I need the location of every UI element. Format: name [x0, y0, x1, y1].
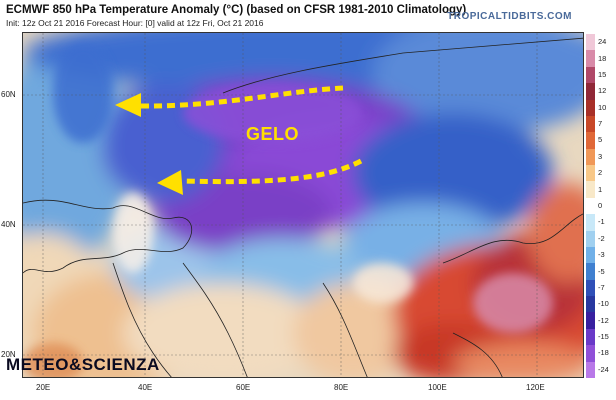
lon-label-60e: 60E — [236, 383, 251, 392]
colorbar-label: -10 — [598, 299, 609, 309]
brand-label: TROPICALTIDBITS.COM — [447, 11, 572, 22]
colorbar-swatch — [586, 230, 595, 247]
colorbar-label: -12 — [598, 315, 609, 325]
colorbar-label: -1 — [598, 217, 605, 227]
colorbar-swatch — [586, 83, 595, 100]
colorbar-swatch — [586, 361, 595, 378]
colorbar-label: -15 — [598, 332, 609, 342]
colorbar-swatch — [586, 214, 595, 231]
colorbar-swatch — [586, 312, 595, 329]
colorbar-swatch — [586, 50, 595, 67]
colorbar-swatch — [586, 132, 595, 149]
colorbar-label: 18 — [598, 53, 607, 63]
colorbar-swatch — [586, 66, 595, 84]
colorbar-swatch — [586, 279, 595, 296]
colorbar-swatch — [586, 148, 595, 165]
colorbar-label: 2 — [598, 168, 603, 178]
lon-label-20e: 20E — [36, 383, 51, 392]
lon-label-40e: 40E — [138, 383, 153, 392]
colorbar-label: -7 — [598, 282, 605, 292]
anomaly-map — [22, 32, 584, 378]
lat-label-20n: 20N — [1, 350, 16, 359]
colorbar-label: -18 — [598, 348, 609, 358]
colorbar-label: -3 — [598, 250, 605, 260]
colorbar-label: 24 — [598, 37, 607, 47]
colorbar-swatch — [586, 99, 595, 116]
colorbar-label: 1 — [598, 184, 603, 194]
lat-label-40n: 40N — [1, 220, 16, 229]
colorbar-label: 12 — [598, 86, 607, 96]
colorbar — [586, 34, 595, 378]
lon-label-80e: 80E — [334, 383, 349, 392]
map-title: ECMWF 850 hPa Temperature Anomaly (°C) (… — [6, 4, 467, 16]
lat-label-60n: 60N — [1, 90, 16, 99]
colorbar-swatch — [586, 165, 595, 182]
anomaly-map-canvas — [23, 33, 583, 377]
colorbar-swatch — [586, 115, 595, 133]
colorbar-label: -2 — [598, 233, 605, 243]
colorbar-swatch — [586, 246, 595, 264]
colorbar-label: -5 — [598, 266, 605, 276]
colorbar-swatch — [586, 34, 595, 51]
colorbar-swatch — [586, 263, 595, 280]
colorbar-swatch — [586, 328, 595, 346]
map-subtitle: Init: 12z Oct 21 2016 Forecast Hour: [0]… — [6, 18, 264, 28]
colorbar-swatch — [586, 181, 595, 198]
colorbar-label: 0 — [598, 201, 603, 210]
watermark: METEO&SCIENZA — [6, 355, 160, 374]
colorbar-swatch — [586, 296, 595, 313]
colorbar-label: 7 — [598, 119, 603, 129]
upper-flow-arrow — [115, 85, 344, 117]
colorbar-swatch — [586, 345, 595, 362]
colorbar-label: 15 — [598, 69, 607, 79]
colorbar-label: 3 — [598, 151, 603, 161]
colorbar-label: 5 — [598, 135, 603, 145]
lower-flow-arrow — [157, 158, 363, 195]
lon-label-100e: 100E — [428, 383, 447, 392]
lon-label-120e: 120E — [526, 383, 545, 392]
colorbar-swatch — [586, 197, 595, 215]
cold-annotation: GELO — [246, 124, 300, 144]
colorbar-label: -24 — [598, 364, 609, 374]
colorbar-label: 10 — [598, 102, 607, 112]
